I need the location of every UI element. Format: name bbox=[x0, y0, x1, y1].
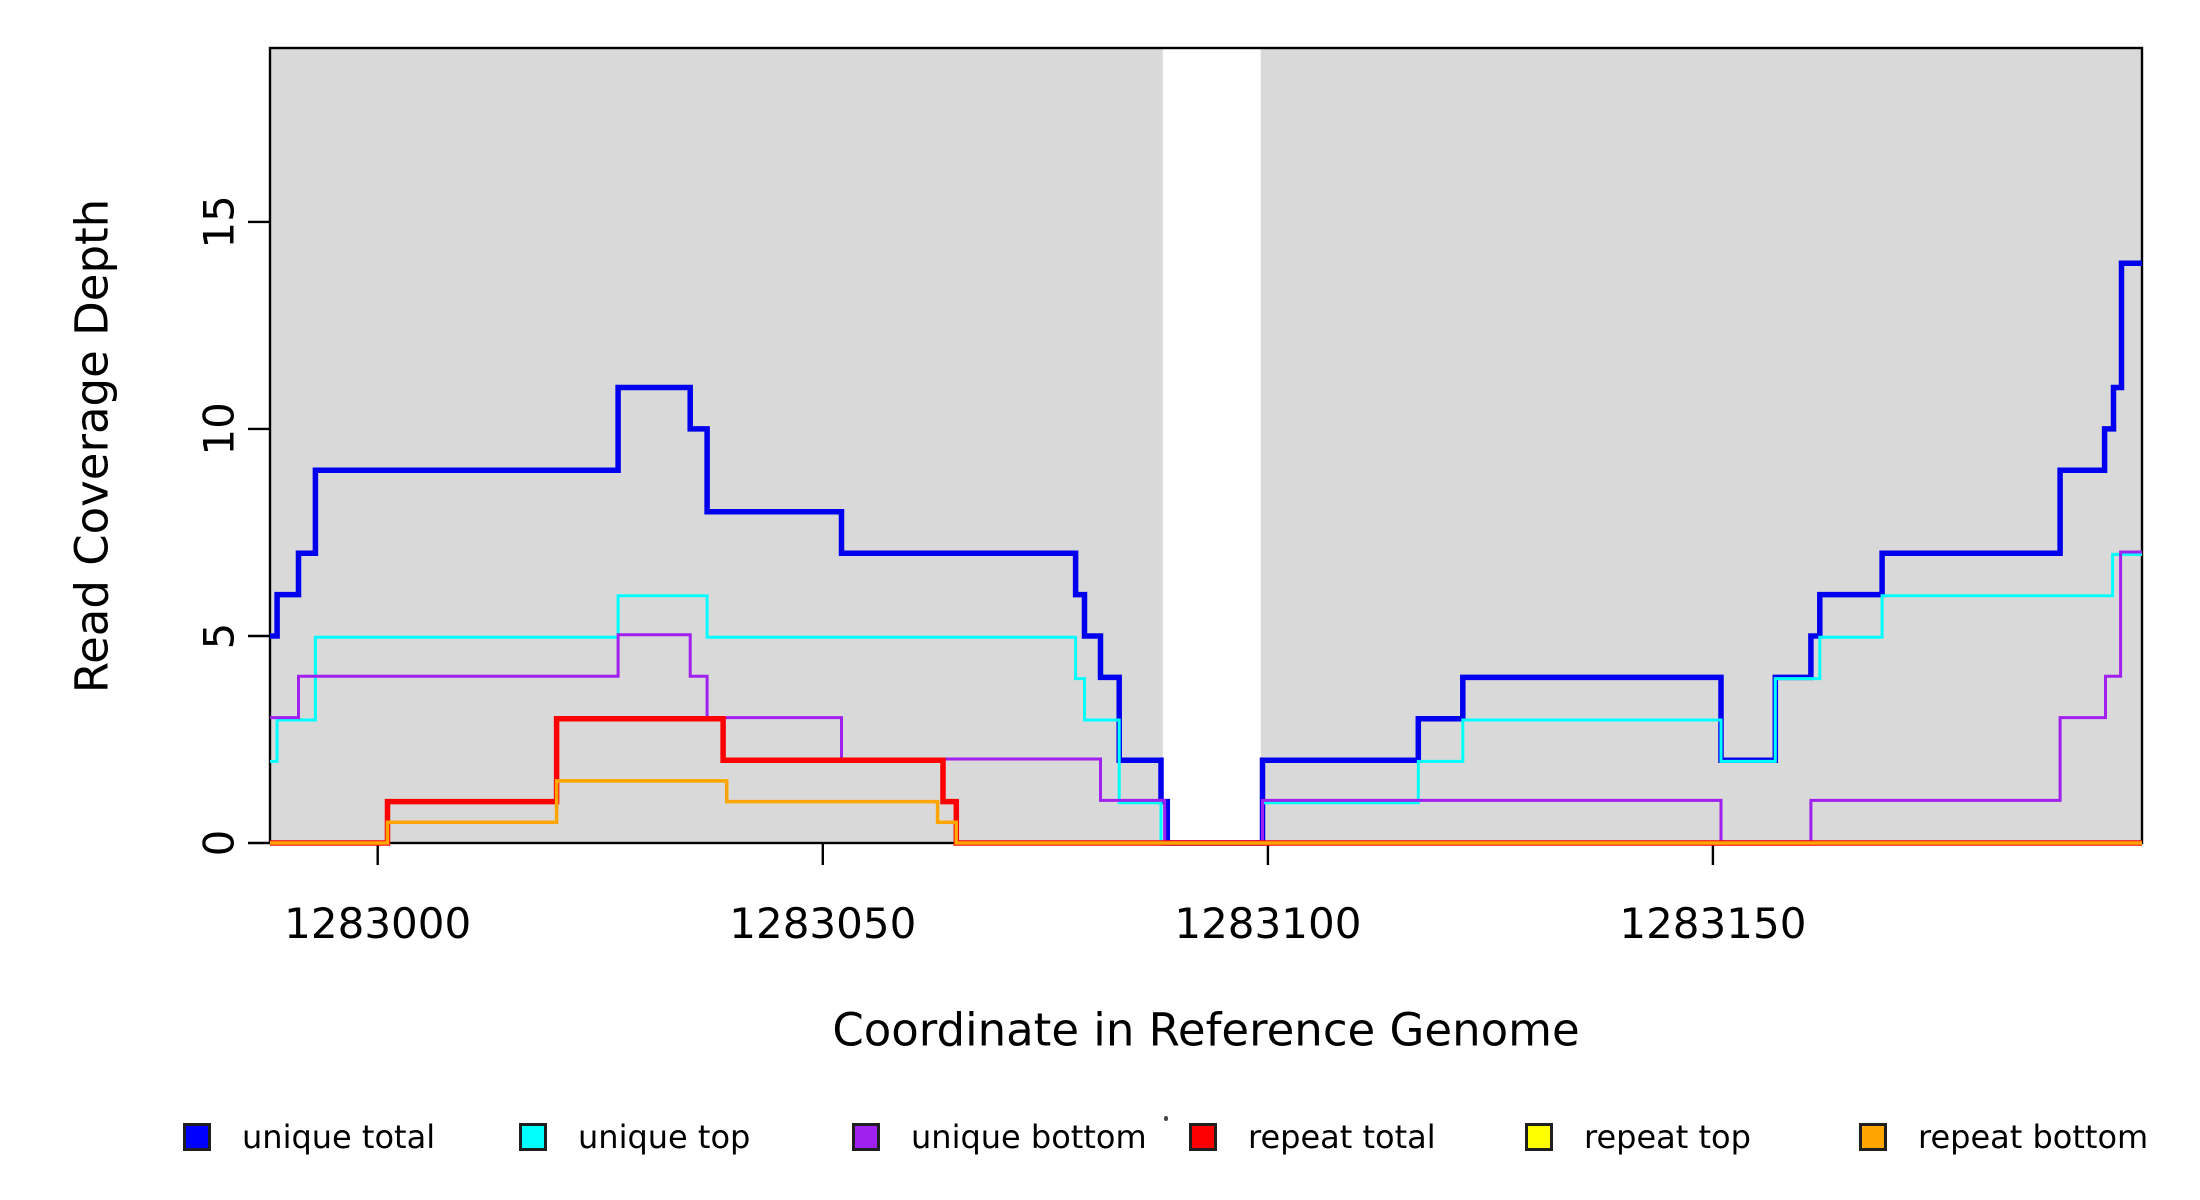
legend-swatch-unique-bottom bbox=[852, 1123, 880, 1151]
legend-label: unique total bbox=[242, 1118, 436, 1156]
series-line-repeat-bottom bbox=[270, 779, 2142, 845]
y-tick-label: 10 bbox=[195, 402, 244, 455]
x-tick-label: 1283000 bbox=[284, 899, 471, 948]
legend-label: repeat bottom bbox=[1918, 1118, 2149, 1156]
legend-item-unique-top: unique top bbox=[519, 1118, 750, 1156]
legend-item-unique-bottom: unique bottom bbox=[852, 1118, 1147, 1156]
legend-swatch-repeat-total bbox=[1189, 1123, 1217, 1151]
stray-mark bbox=[1164, 1116, 1168, 1121]
plot-shaded-region-2 bbox=[1260, 48, 2142, 843]
y-axis-title: Read Coverage Depth bbox=[65, 198, 119, 694]
legend-label: unique top bbox=[578, 1118, 751, 1156]
x-tick-label: 1283150 bbox=[1619, 899, 1806, 948]
y-tick-label: 15 bbox=[195, 195, 244, 248]
legend-swatch-repeat-bottom bbox=[1859, 1123, 1887, 1151]
legend-swatch-unique-top bbox=[519, 1123, 547, 1151]
legend-item-repeat-top: repeat top bbox=[1525, 1118, 1751, 1156]
legend-swatch-unique-total bbox=[183, 1123, 211, 1151]
legend-item-repeat-bottom: repeat bottom bbox=[1859, 1118, 2148, 1156]
legend-item-repeat-total: repeat total bbox=[1189, 1118, 1436, 1156]
legend-label: repeat top bbox=[1584, 1118, 1751, 1156]
y-tick-label: 5 bbox=[195, 623, 244, 650]
series-line-unique-bottom bbox=[270, 550, 2142, 844]
x-tick-label: 1283050 bbox=[729, 899, 916, 948]
x-tick-label: 1283100 bbox=[1174, 899, 1361, 948]
series-line-unique-total bbox=[270, 260, 2142, 846]
legend-label: repeat total bbox=[1248, 1118, 1436, 1156]
legend-item-unique-total: unique total bbox=[183, 1118, 435, 1156]
legend-swatch-repeat-top bbox=[1525, 1123, 1553, 1151]
legend-label: unique bottom bbox=[911, 1118, 1147, 1156]
series-line-repeat-total bbox=[270, 716, 2142, 846]
plot-shaded-region-1 bbox=[270, 48, 1163, 843]
y-tick-label: 0 bbox=[195, 830, 244, 857]
x-axis-title: Coordinate in Reference Genome bbox=[832, 1003, 1580, 1057]
